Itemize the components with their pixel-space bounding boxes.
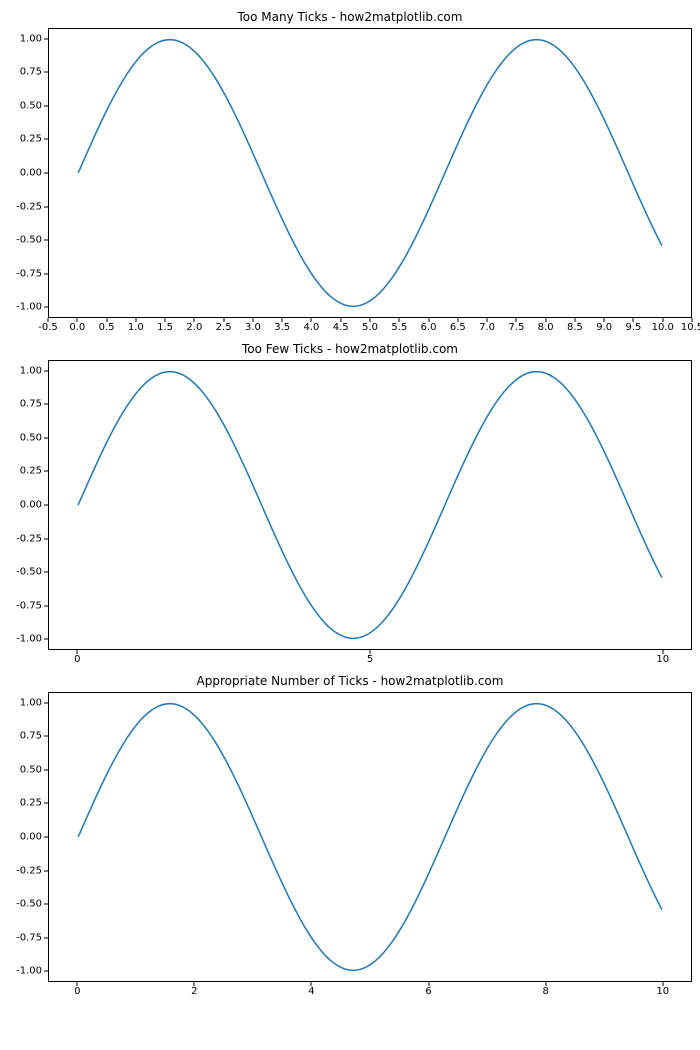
subplot-title: Too Many Ticks - how2matplotlib.com bbox=[8, 10, 692, 24]
xtick-label: 4.5 bbox=[333, 322, 349, 333]
xtick-label: 3.0 bbox=[245, 322, 261, 333]
ytick-label: 0.50 bbox=[20, 764, 42, 775]
plot-area bbox=[48, 360, 692, 650]
ytick-label: -1.00 bbox=[16, 634, 42, 645]
sine-curve bbox=[78, 704, 662, 971]
ytick-label: 1.00 bbox=[20, 33, 42, 44]
xtick-label: 8.5 bbox=[567, 322, 583, 333]
xtick-label: 6 bbox=[425, 986, 431, 997]
xtick-label: 0 bbox=[74, 986, 80, 997]
ytick-label: 0.25 bbox=[20, 466, 42, 477]
ytick-label: 1.00 bbox=[20, 697, 42, 708]
xtick-label: 8.0 bbox=[538, 322, 554, 333]
ytick-label: -0.25 bbox=[16, 533, 42, 544]
xtick-label: 7.5 bbox=[508, 322, 524, 333]
ytick-label: -1.00 bbox=[16, 302, 42, 313]
x-axis: 0 5 10 bbox=[48, 650, 692, 670]
ytick-label: 0.25 bbox=[20, 134, 42, 145]
xtick-label: 9.5 bbox=[626, 322, 642, 333]
subplot-0: Too Many Ticks - how2matplotlib.com -1.00… bbox=[8, 10, 692, 338]
subplot-title: Too Few Ticks - how2matplotlib.com bbox=[8, 342, 692, 356]
ytick-label: -1.00 bbox=[16, 966, 42, 977]
xtick-label: 6.5 bbox=[450, 322, 466, 333]
xtick-label: 0 bbox=[74, 654, 80, 665]
ytick-label: 0.00 bbox=[20, 500, 42, 511]
figure: Too Many Ticks - how2matplotlib.com -1.00… bbox=[8, 10, 692, 1002]
ytick-label: 0.25 bbox=[20, 798, 42, 809]
xtick-label: 2.0 bbox=[186, 322, 202, 333]
plot-area bbox=[48, 28, 692, 318]
ytick-label: 1.00 bbox=[20, 365, 42, 376]
sine-curve bbox=[78, 40, 662, 307]
ytick-label: -0.75 bbox=[16, 600, 42, 611]
xtick-label: 7.0 bbox=[479, 322, 495, 333]
xtick-label: 10 bbox=[656, 986, 669, 997]
xtick-label: 6.0 bbox=[421, 322, 437, 333]
xtick-label: 8 bbox=[542, 986, 548, 997]
ytick-label: 0.75 bbox=[20, 731, 42, 742]
line-chart bbox=[49, 29, 691, 317]
x-axis: 0 2 4 6 8 10 bbox=[48, 982, 692, 1002]
xtick-label: 0.0 bbox=[69, 322, 85, 333]
ytick-label: -0.50 bbox=[16, 235, 42, 246]
xtick-label: 1.0 bbox=[128, 322, 144, 333]
sine-curve bbox=[78, 372, 662, 639]
ytick-label: 0.00 bbox=[20, 168, 42, 179]
subplot-1: Too Few Ticks - how2matplotlib.com-1.00-… bbox=[8, 342, 692, 670]
ytick-label: 0.00 bbox=[20, 832, 42, 843]
xtick-label: 2 bbox=[191, 986, 197, 997]
xtick-label: 9.0 bbox=[596, 322, 612, 333]
xtick-label: 5.0 bbox=[362, 322, 378, 333]
x-axis: -0.50.00.51.01.52.02.53.03.54.04.55.05.5… bbox=[48, 318, 692, 338]
y-axis: -1.00 -0.75 -0.50 -0.25 0.00 0.25 0.50 0.75 1.00 bbox=[8, 692, 48, 982]
subplot-2: Appropriate Number of Ticks - how2matplo… bbox=[8, 674, 692, 1002]
xtick-label: 1.5 bbox=[157, 322, 173, 333]
y-axis: -1.00 -0.75 -0.50 -0.25 0.00 0.25 0.50 0.75 1.00 bbox=[8, 28, 48, 318]
xtick-label: 5.5 bbox=[391, 322, 407, 333]
ytick-label: 0.50 bbox=[20, 100, 42, 111]
y-axis: -1.00 -0.75 -0.50 -0.25 0.00 0.25 0.50 0.75 1.00 bbox=[8, 360, 48, 650]
ytick-label: 0.50 bbox=[20, 432, 42, 443]
ytick-label: -0.75 bbox=[16, 932, 42, 943]
xtick-label: 10.0 bbox=[652, 322, 674, 333]
xtick-label: 0.5 bbox=[99, 322, 115, 333]
line-chart bbox=[49, 693, 691, 981]
ytick-label: 0.75 bbox=[20, 399, 42, 410]
ytick-label: 0.75 bbox=[20, 67, 42, 78]
ytick-label: -0.75 bbox=[16, 268, 42, 279]
plot-area bbox=[48, 692, 692, 982]
ytick-label: -0.25 bbox=[16, 865, 42, 876]
xtick-label: 5 bbox=[367, 654, 373, 665]
ytick-label: -0.50 bbox=[16, 899, 42, 910]
subplot-title: Appropriate Number of Ticks - how2matplo… bbox=[8, 674, 692, 688]
ytick-label: -0.50 bbox=[16, 567, 42, 578]
xtick-label: 4.0 bbox=[304, 322, 320, 333]
xtick-label: 10.5 bbox=[681, 322, 700, 333]
xtick-label: 3.5 bbox=[274, 322, 290, 333]
ytick-label: -0.25 bbox=[16, 201, 42, 212]
xtick-label: 4 bbox=[308, 986, 314, 997]
line-chart bbox=[49, 361, 691, 649]
xtick-label: 10 bbox=[656, 654, 669, 665]
xtick-label: -0.5 bbox=[38, 322, 58, 333]
xtick-label: 2.5 bbox=[216, 322, 232, 333]
